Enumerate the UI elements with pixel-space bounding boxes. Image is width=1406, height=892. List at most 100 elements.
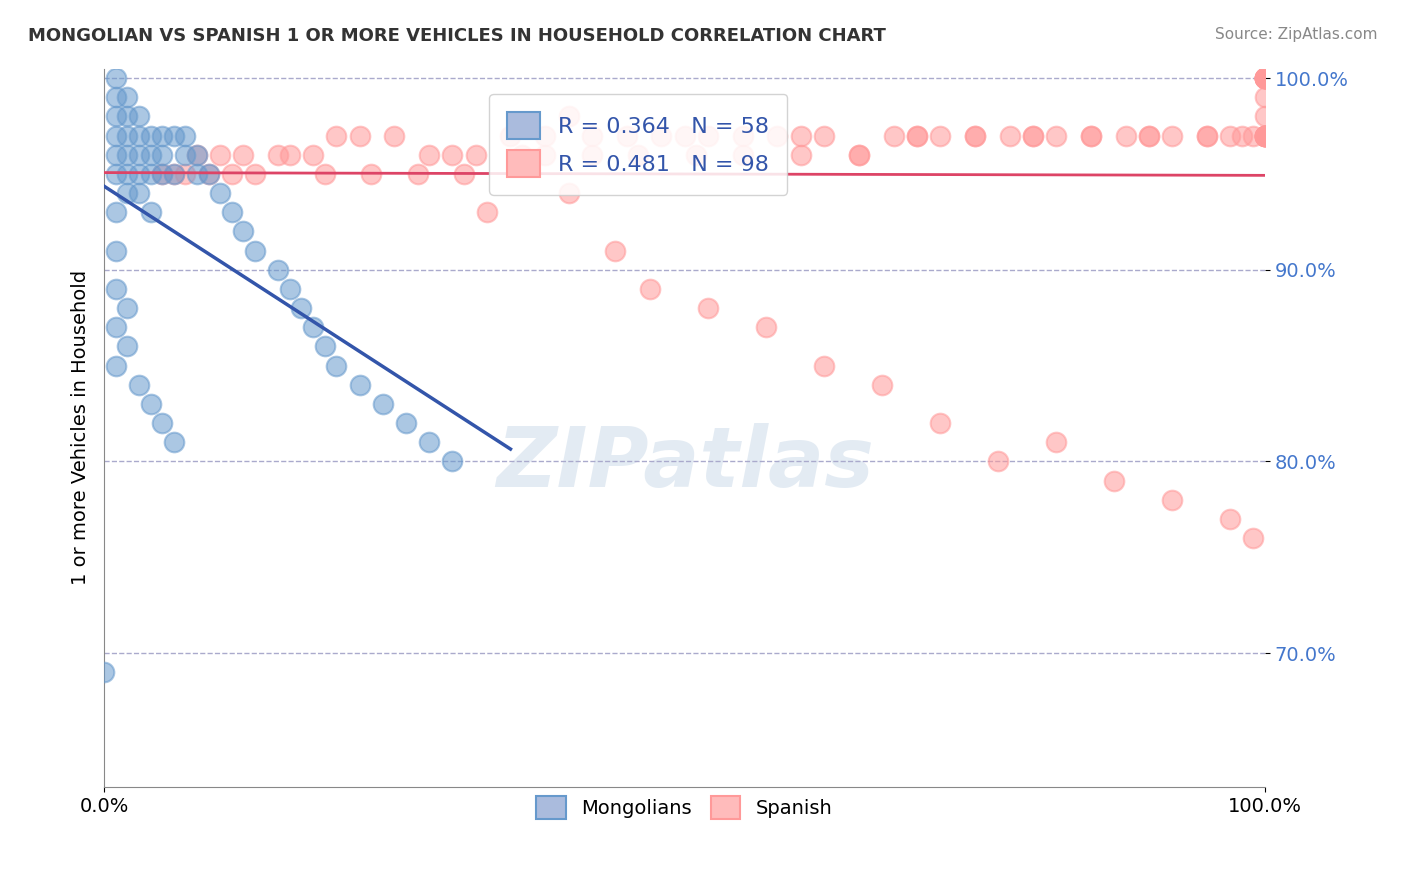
Point (963, 128, 986, 143)
Point (731, 147, 754, 161)
Point (755, 320, 778, 334)
Point (1102, 474, 1125, 488)
Point (1243, 128, 1265, 143)
Point (349, 377, 371, 392)
Point (209, 186, 232, 200)
Point (883, 128, 905, 143)
Point (186, 147, 208, 161)
Point (1254, 71, 1277, 86)
Point (1254, 128, 1277, 143)
Point (1254, 71, 1277, 86)
Point (616, 128, 638, 143)
Point (603, 244, 626, 258)
Point (696, 128, 718, 143)
Point (128, 377, 150, 392)
Point (150, 416, 173, 430)
Point (685, 147, 707, 161)
Point (174, 128, 197, 143)
Point (267, 147, 290, 161)
Point (104, 147, 127, 161)
Point (104, 359, 127, 373)
Point (139, 205, 162, 219)
Point (128, 128, 150, 143)
Point (325, 359, 347, 373)
Point (905, 128, 928, 143)
Point (243, 167, 266, 181)
Point (1254, 128, 1277, 143)
Point (150, 147, 173, 161)
Point (117, 110, 139, 124)
Point (557, 186, 579, 200)
Point (499, 128, 522, 143)
Point (1045, 128, 1067, 143)
Point (150, 167, 173, 181)
Point (360, 167, 382, 181)
Point (128, 186, 150, 200)
Point (139, 167, 162, 181)
Point (731, 128, 754, 143)
Point (104, 128, 127, 143)
Point (267, 262, 290, 277)
Point (117, 90, 139, 104)
Point (174, 167, 197, 181)
Point (174, 147, 197, 161)
Point (1254, 128, 1277, 143)
Point (453, 167, 475, 181)
Point (813, 128, 835, 143)
Y-axis label: 1 or more Vehicles in Household: 1 or more Vehicles in Household (72, 270, 90, 585)
Point (139, 128, 162, 143)
Point (104, 71, 127, 86)
Point (650, 128, 672, 143)
Point (163, 435, 186, 450)
Point (534, 128, 557, 143)
Point (1254, 128, 1277, 143)
Point (221, 167, 243, 181)
Point (117, 186, 139, 200)
Point (963, 128, 986, 143)
Point (789, 128, 811, 143)
Point (278, 282, 301, 296)
Point (557, 110, 579, 124)
Point (232, 224, 254, 238)
Point (1219, 512, 1241, 526)
Text: ZIPatlas: ZIPatlas (496, 424, 873, 504)
Point (1254, 128, 1277, 143)
Point (1219, 128, 1241, 143)
Point (197, 167, 219, 181)
Point (382, 128, 405, 143)
Point (1254, 128, 1277, 143)
Point (128, 167, 150, 181)
Point (477, 205, 499, 219)
Point (905, 128, 928, 143)
Point (1254, 110, 1277, 124)
Point (302, 147, 325, 161)
Point (441, 147, 464, 161)
Point (464, 147, 486, 161)
Point (1254, 71, 1277, 86)
Point (848, 147, 870, 161)
Point (395, 416, 418, 430)
Point (128, 110, 150, 124)
Point (128, 147, 150, 161)
Point (1022, 128, 1045, 143)
Point (93, 665, 115, 680)
Point (1254, 71, 1277, 86)
Point (1254, 71, 1277, 86)
Point (766, 128, 789, 143)
Point (290, 301, 312, 315)
Point (117, 301, 139, 315)
Point (1195, 128, 1218, 143)
Point (929, 416, 952, 430)
Point (186, 167, 208, 181)
Point (813, 359, 835, 373)
Point (104, 320, 127, 334)
Point (1137, 128, 1160, 143)
Point (163, 128, 186, 143)
Point (232, 147, 254, 161)
Point (987, 454, 1010, 468)
Point (789, 147, 811, 161)
Point (325, 128, 347, 143)
Point (870, 377, 893, 392)
Point (104, 282, 127, 296)
Point (1115, 128, 1137, 143)
